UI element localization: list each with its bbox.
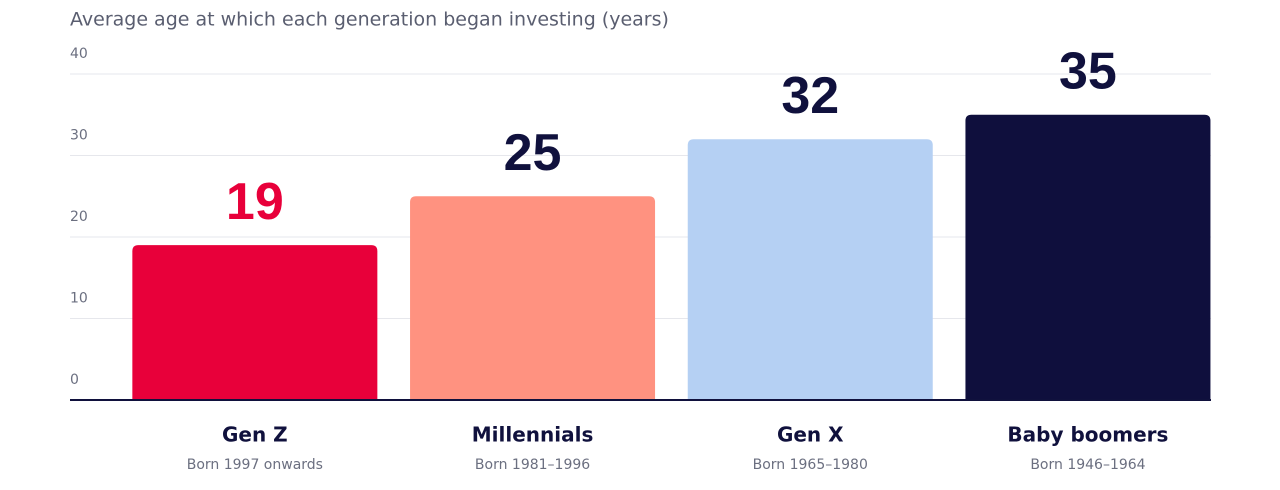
x-tick-label: Gen Z — [222, 423, 288, 447]
value-label: 19 — [226, 173, 284, 231]
y-tick-label: 30 — [70, 128, 88, 144]
x-tick-label: Gen X — [777, 423, 844, 447]
x-tick-sublabel: Born 1946–1964 — [1030, 457, 1145, 473]
x-tick-sublabel: Born 1965–1980 — [753, 457, 868, 473]
x-tick-label: Baby boomers — [1007, 423, 1168, 447]
x-tick-sublabel: Born 1981–1996 — [475, 457, 590, 473]
y-tick-label: 20 — [70, 209, 88, 225]
bar — [965, 114, 1211, 400]
bar — [410, 196, 656, 400]
x-tick-label: Millennials — [472, 423, 594, 447]
x-tick-sublabel: Born 1997 onwards — [187, 457, 323, 473]
value-label: 35 — [1059, 42, 1117, 100]
y-tick-label: 40 — [70, 46, 88, 62]
y-tick-label: 0 — [70, 372, 79, 388]
value-label: 32 — [781, 67, 839, 125]
bar — [687, 139, 933, 400]
chart-title: Average age at which each generation beg… — [70, 9, 669, 31]
value-label: 25 — [504, 124, 562, 182]
bar — [132, 245, 378, 400]
y-tick-label: 10 — [70, 291, 88, 307]
